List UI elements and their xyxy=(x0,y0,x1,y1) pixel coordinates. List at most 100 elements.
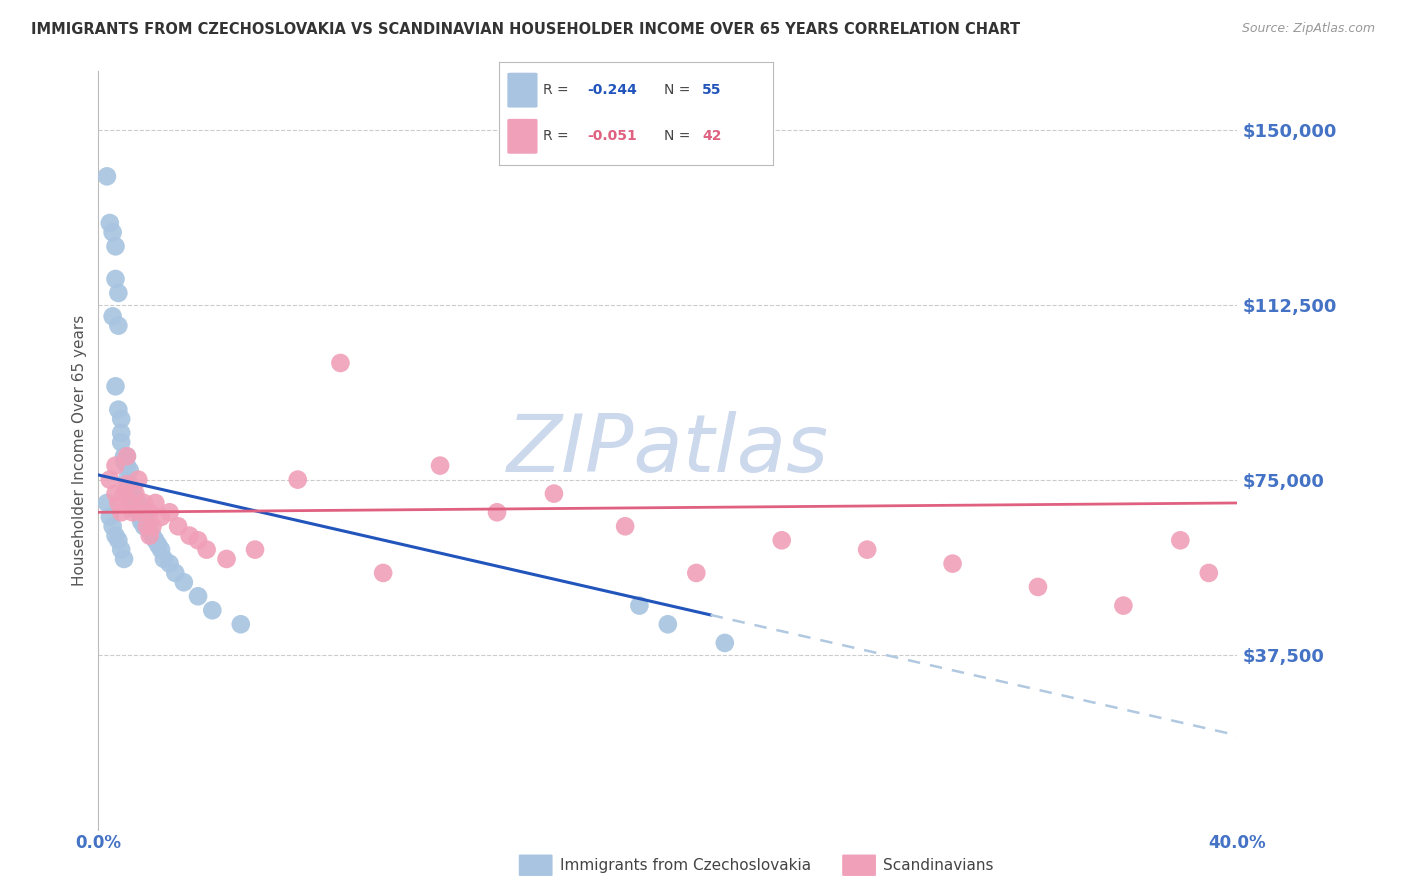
Point xyxy=(104,486,127,500)
Point xyxy=(770,533,793,548)
Point xyxy=(614,519,637,533)
Point xyxy=(179,528,201,542)
Point xyxy=(96,496,118,510)
Point xyxy=(373,566,395,580)
Point xyxy=(153,552,176,566)
Point xyxy=(104,239,127,253)
Point xyxy=(112,454,135,468)
Point xyxy=(107,496,129,510)
Text: N =: N = xyxy=(664,83,695,97)
Text: Source: ZipAtlas.com: Source: ZipAtlas.com xyxy=(1241,22,1375,36)
Point xyxy=(115,482,138,496)
Point xyxy=(127,473,149,487)
Point xyxy=(112,450,135,464)
Point xyxy=(1112,599,1135,613)
Point xyxy=(115,458,138,473)
Point xyxy=(96,169,118,184)
Point xyxy=(856,542,879,557)
Point xyxy=(657,617,679,632)
Point xyxy=(104,458,127,473)
Point xyxy=(145,496,167,510)
Point xyxy=(118,477,141,491)
Point xyxy=(141,528,163,542)
Point xyxy=(159,557,181,571)
Point xyxy=(98,510,121,524)
Text: -0.244: -0.244 xyxy=(586,83,637,97)
Point xyxy=(132,496,155,510)
Point xyxy=(129,510,152,524)
Point xyxy=(101,310,124,324)
Point xyxy=(115,450,138,464)
Text: ZIPatlas: ZIPatlas xyxy=(506,411,830,490)
Text: 55: 55 xyxy=(702,83,721,97)
Point xyxy=(118,463,141,477)
Point xyxy=(243,542,266,557)
Point xyxy=(104,528,127,542)
Point xyxy=(486,505,509,519)
Point xyxy=(201,603,224,617)
Point xyxy=(187,533,209,548)
Point xyxy=(115,477,138,491)
Point xyxy=(150,542,173,557)
Point xyxy=(215,552,238,566)
Text: IMMIGRANTS FROM CZECHOSLOVAKIA VS SCANDINAVIAN HOUSEHOLDER INCOME OVER 65 YEARS : IMMIGRANTS FROM CZECHOSLOVAKIA VS SCANDI… xyxy=(31,22,1021,37)
Point xyxy=(110,505,132,519)
Point xyxy=(118,496,141,510)
FancyBboxPatch shape xyxy=(508,73,537,108)
Point xyxy=(628,599,651,613)
Point xyxy=(329,356,352,370)
Y-axis label: Householder Income Over 65 years: Householder Income Over 65 years xyxy=(72,315,87,586)
Point xyxy=(121,505,143,519)
Point xyxy=(110,425,132,440)
Text: Scandinavians: Scandinavians xyxy=(883,858,994,872)
Point xyxy=(942,557,965,571)
Point xyxy=(132,505,155,519)
Point xyxy=(127,505,149,519)
Point xyxy=(685,566,707,580)
Point xyxy=(287,473,309,487)
Point xyxy=(173,575,195,590)
Point xyxy=(124,486,146,500)
Point xyxy=(110,542,132,557)
Point xyxy=(429,458,451,473)
Point xyxy=(132,519,155,533)
Point xyxy=(101,519,124,533)
Point xyxy=(141,519,163,533)
Point xyxy=(195,542,218,557)
Point xyxy=(101,225,124,239)
Text: -0.051: -0.051 xyxy=(586,129,637,144)
Point xyxy=(148,538,170,552)
Point xyxy=(104,379,127,393)
Point xyxy=(127,496,149,510)
Point xyxy=(121,496,143,510)
Point xyxy=(159,505,181,519)
Point xyxy=(124,500,146,515)
Point xyxy=(118,486,141,500)
Point xyxy=(138,528,160,542)
Point xyxy=(1026,580,1049,594)
Point xyxy=(115,450,138,464)
Point xyxy=(187,589,209,603)
Point xyxy=(167,519,190,533)
Text: Immigrants from Czechoslovakia: Immigrants from Czechoslovakia xyxy=(560,858,811,872)
Text: R =: R = xyxy=(543,129,574,144)
Point xyxy=(115,473,138,487)
Point xyxy=(112,486,135,500)
Point xyxy=(1170,533,1192,548)
Point xyxy=(138,505,160,519)
Point xyxy=(98,216,121,230)
Point xyxy=(110,435,132,450)
Text: N =: N = xyxy=(664,129,695,144)
Point xyxy=(112,552,135,566)
Point xyxy=(121,482,143,496)
Point xyxy=(165,566,187,580)
Point xyxy=(98,473,121,487)
Point xyxy=(150,510,173,524)
Point xyxy=(129,515,152,529)
Point xyxy=(107,402,129,417)
Point xyxy=(145,533,167,548)
Point xyxy=(1198,566,1220,580)
Point xyxy=(138,524,160,538)
FancyBboxPatch shape xyxy=(508,119,537,153)
Point xyxy=(107,318,129,333)
